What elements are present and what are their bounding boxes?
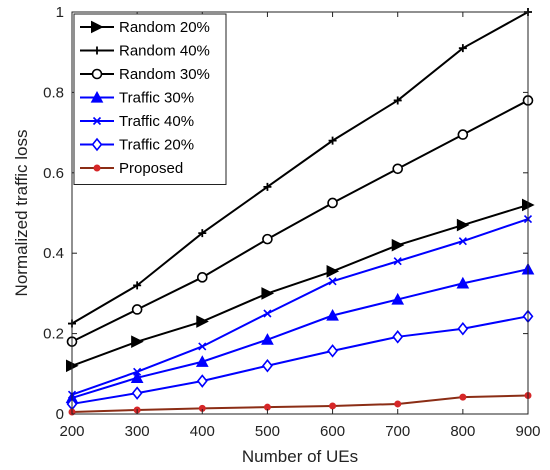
legend: Random 20% Random 40% Random 30% Traffic 30… bbox=[73, 13, 227, 185]
data-point bbox=[131, 335, 144, 348]
data-point bbox=[326, 264, 340, 278]
x-tick-label: 400 bbox=[190, 423, 215, 440]
legend-item: Random 30% bbox=[80, 66, 210, 83]
data-point bbox=[456, 276, 470, 289]
plot-frame bbox=[71, 11, 529, 415]
data-point bbox=[391, 292, 405, 305]
x-tick-label: 700 bbox=[385, 423, 410, 440]
x-tick-label: 300 bbox=[125, 423, 150, 440]
y-tick-label: 0.2 bbox=[43, 326, 64, 343]
legend-marker bbox=[93, 46, 101, 55]
data-point bbox=[327, 344, 338, 358]
legend-item: Traffic 20% bbox=[80, 137, 194, 154]
series-line bbox=[71, 204, 529, 367]
data-point bbox=[329, 402, 337, 410]
series-line bbox=[71, 315, 529, 405]
data-point bbox=[133, 281, 142, 290]
legend-item: Traffic 30% bbox=[80, 90, 194, 107]
data-point bbox=[392, 163, 404, 175]
y-tick-label: 0.4 bbox=[43, 245, 64, 262]
data-point bbox=[196, 374, 208, 388]
data-point bbox=[262, 233, 273, 245]
legend-item: Proposed bbox=[80, 160, 183, 177]
series-line bbox=[71, 394, 529, 413]
data-point bbox=[393, 257, 402, 266]
data-point bbox=[198, 229, 207, 238]
data-point bbox=[261, 287, 275, 300]
legend-marker bbox=[93, 164, 101, 172]
data-point bbox=[326, 308, 339, 321]
x-tick-label: 900 bbox=[515, 423, 540, 440]
ticks-layer: 200 300 400 500 600 700 800 900 0 0.2 0.4 0.6 0.8 1 bbox=[43, 4, 540, 440]
legend-label: Traffic 40% bbox=[119, 113, 194, 130]
data-point bbox=[327, 197, 338, 209]
data-point bbox=[392, 330, 404, 344]
series-line bbox=[71, 268, 529, 399]
y-tick-label: 0 bbox=[56, 406, 64, 423]
data-point bbox=[131, 386, 143, 400]
data-point bbox=[458, 44, 467, 53]
legend-label: Random 20% bbox=[119, 19, 210, 36]
legend-label: Random 40% bbox=[119, 43, 210, 60]
series-4 bbox=[67, 214, 533, 399]
series-5 bbox=[66, 309, 534, 411]
legend-marker bbox=[91, 20, 104, 34]
legend-marker bbox=[92, 116, 102, 126]
data-point bbox=[457, 129, 469, 140]
legend-marker bbox=[91, 68, 103, 80]
x-tick-label: 500 bbox=[255, 423, 280, 440]
data-point bbox=[328, 136, 337, 145]
data-point bbox=[262, 358, 273, 373]
legend-label: Proposed bbox=[119, 160, 183, 177]
x-tick-label: 800 bbox=[450, 423, 475, 440]
legend-label: Traffic 30% bbox=[119, 90, 194, 107]
y-tick-label: 1 bbox=[56, 4, 64, 21]
y-tick-label: 0.8 bbox=[43, 84, 64, 101]
legend-label: Random 30% bbox=[119, 66, 210, 83]
y-tick-label: 0.6 bbox=[43, 165, 64, 182]
legend-item: Random 20% bbox=[80, 19, 210, 36]
data-point bbox=[457, 321, 469, 336]
legend-label: Traffic 20% bbox=[119, 137, 194, 154]
data-point bbox=[458, 237, 467, 246]
legend-item: Random 40% bbox=[80, 43, 210, 60]
data-point bbox=[198, 342, 207, 351]
y-axis-title: Normalized traffic loss bbox=[12, 130, 31, 297]
x-axis-title: Number of UEs bbox=[242, 447, 358, 466]
data-point bbox=[459, 393, 467, 401]
series-line bbox=[71, 218, 529, 396]
legend-marker bbox=[90, 90, 104, 103]
data-point bbox=[131, 304, 143, 315]
data-point bbox=[393, 96, 402, 105]
x-tick-label: 600 bbox=[320, 423, 345, 440]
data-point bbox=[263, 182, 272, 191]
data-point bbox=[196, 272, 208, 283]
data-point bbox=[195, 355, 209, 367]
legend-item: Traffic 40% bbox=[80, 113, 194, 130]
data-point bbox=[328, 277, 337, 286]
data-point bbox=[456, 218, 470, 232]
data-point bbox=[391, 238, 405, 252]
series-line bbox=[71, 11, 529, 325]
data-point bbox=[261, 333, 274, 345]
data-point bbox=[263, 309, 272, 318]
data-point bbox=[394, 400, 402, 408]
legend-marker bbox=[91, 137, 103, 152]
data-point bbox=[130, 371, 144, 383]
series-line bbox=[71, 99, 529, 343]
data-point bbox=[133, 367, 142, 376]
x-tick-label: 200 bbox=[59, 423, 84, 440]
data-point bbox=[196, 315, 209, 328]
